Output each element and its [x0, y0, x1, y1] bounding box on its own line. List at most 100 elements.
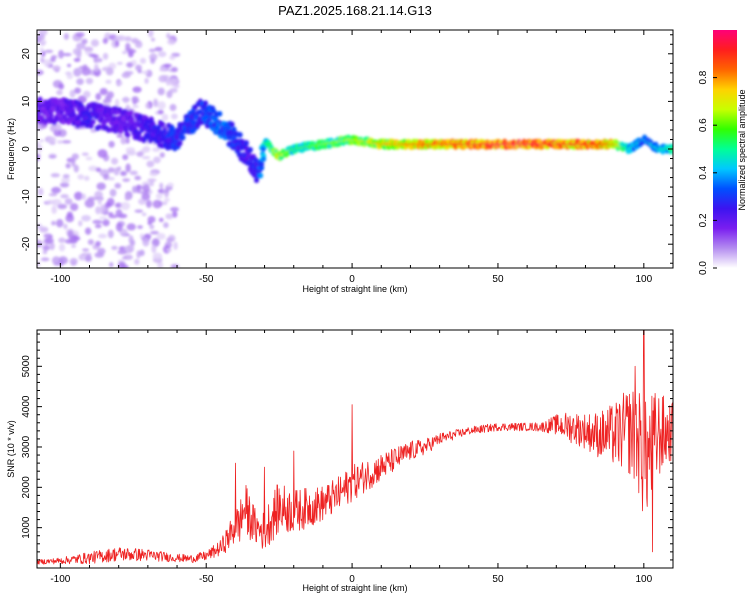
spectrogram-noise-blob — [152, 199, 162, 209]
spectrogram-noise-blob — [146, 160, 155, 168]
spectrogram-noise-blob — [148, 48, 156, 53]
spectrogram-noise-blob — [73, 67, 82, 77]
spectrogram-y-tick-label: -10 — [21, 189, 32, 204]
spectrogram-ridge-blob — [121, 116, 127, 122]
spectrogram-noise-blob — [37, 187, 44, 196]
chart-title: PAZ1.2025.168.21.14.G13 — [278, 3, 432, 18]
spectrogram-noise-blob — [58, 49, 64, 59]
spectrogram-noise-blob — [97, 197, 102, 205]
spectrogram-noise-blob — [63, 223, 68, 230]
spectrogram-noise-blob — [58, 256, 68, 265]
spectrogram-noise-blob — [125, 163, 131, 173]
spectrogram-noise-blob — [61, 177, 71, 184]
spectrogram-noise-blob — [49, 242, 55, 251]
spectrogram-noise-blob — [120, 170, 127, 177]
spectrogram-noise-blob — [85, 77, 94, 85]
spectrogram-y-axis: -20 -10 0 10 20 — [21, 34, 673, 264]
spectrogram-noise-blob — [37, 239, 43, 248]
snr-x-axis-label: Height of straight line (km) — [302, 583, 407, 593]
spectrogram-noise-blob — [155, 193, 163, 200]
spectrogram-noise-blob — [169, 103, 177, 112]
spectrogram-noise-blob — [139, 249, 145, 257]
snr-x-tick-label: -50 — [199, 574, 214, 585]
spectrogram-noise-blob — [107, 212, 114, 216]
spectrogram-noise-blob — [126, 150, 137, 156]
spectrogram-ridge-blob — [243, 140, 249, 147]
spectrogram-noise-blob — [48, 155, 57, 159]
spectrogram-noise-blob — [115, 222, 123, 232]
spectrogram-noise-blob — [53, 129, 62, 137]
spectrogram-noise-blob — [141, 156, 151, 160]
spectrogram-noise-blob — [98, 216, 108, 220]
spectrogram-noise-blob — [142, 184, 150, 193]
spectrogram-noise-blob — [37, 144, 43, 153]
snr-panel: -100 -50 0 50 100 1000 2000 3000 4000 5000 Heigh… — [6, 329, 674, 593]
spectrogram-noise-blob — [39, 47, 45, 53]
spectrogram-noise-blob — [51, 220, 56, 226]
spectrogram-noise-blob — [56, 219, 64, 228]
spectrogram-noise-blob — [63, 33, 69, 40]
spectrogram-noise-blob — [57, 203, 68, 210]
spectrogram-ridge-blob — [247, 146, 253, 153]
spectrogram-noise-blob — [117, 249, 128, 255]
snr-y-tick-label: 3000 — [21, 435, 32, 458]
spectrogram-noise-blob — [103, 173, 110, 180]
spectrogram-noise-blob — [74, 87, 81, 94]
spectrogram-ridge-blob — [261, 156, 267, 162]
snr-y-tick-label: 5000 — [21, 355, 32, 378]
spectrogram-noise-blob — [152, 252, 163, 261]
spectrogram-noise-blob — [78, 65, 88, 70]
spectrogram-noise-blob — [105, 79, 112, 84]
snr-y-tick-label: 2000 — [21, 476, 32, 499]
spectrogram-noise-blob — [44, 49, 54, 53]
spectrogram-noise-blob — [90, 39, 100, 47]
spectrogram-noise-blob — [163, 222, 169, 229]
spectrogram-noise-blob — [83, 46, 94, 53]
spectrogram-noise-blob — [142, 237, 150, 247]
spectrogram-ridge-blob — [231, 126, 237, 133]
spectrogram-noise-blob — [124, 196, 131, 201]
spectrogram-noise-blob — [47, 136, 57, 143]
spectrogram-noise-blob — [158, 217, 164, 223]
spectrogram-noise-blob — [121, 50, 128, 55]
spectrogram-noise-blob — [37, 154, 41, 162]
spectrogram-ridge-blob — [197, 109, 203, 115]
spectrogram-noise-blob — [115, 209, 123, 218]
spectrogram-noise-blob — [141, 212, 147, 217]
spectrogram-x-tick-label: -50 — [199, 274, 214, 285]
spectrogram-area — [37, 30, 673, 268]
spectrogram-noise-blob — [83, 90, 91, 98]
spectrogram-ridge-blob — [123, 126, 129, 133]
spectrogram-noise-blob — [134, 258, 140, 265]
spectrogram-noise-blob — [169, 206, 179, 212]
spectrogram-noise-blob — [107, 176, 115, 181]
spectrogram-noise-blob — [151, 37, 156, 42]
spectrogram-noise-blob — [145, 102, 150, 109]
snr-y-tick-label: 1000 — [21, 516, 32, 539]
spectrogram-noise-blob — [95, 93, 102, 101]
spectrogram-ridge-blob — [177, 140, 183, 147]
spectrogram-noise-blob — [114, 202, 123, 208]
spectrogram-noise-blob — [51, 256, 61, 265]
spectrogram-noise-blob — [135, 186, 141, 194]
spectrogram-noise-blob — [125, 137, 130, 144]
spectrogram-noise-blob — [125, 42, 131, 50]
spectrogram-noise-blob — [166, 248, 172, 252]
spectrogram-noise-blob — [157, 87, 165, 96]
spectrogram-ridge-blob — [37, 96, 43, 103]
spectrogram-noise-blob — [65, 163, 71, 169]
spectrogram-noise-blob — [161, 113, 169, 121]
spectrogram-ridge-blob — [192, 104, 198, 110]
spectrogram-noise-blob — [116, 134, 124, 138]
spectrogram-noise-blob — [58, 83, 65, 90]
spectrogram-noise-blob — [77, 220, 83, 227]
spectrogram-noise-blob — [69, 203, 79, 211]
spectrogram-noise-blob — [147, 30, 154, 38]
spectrogram-ridge-blob — [48, 112, 54, 119]
spectrogram-noise-blob — [49, 57, 56, 63]
spectrogram-noise-blob — [153, 156, 161, 164]
spectrogram-noise-blob — [168, 186, 173, 191]
spectrogram-ridge-blob — [84, 122, 90, 129]
spectrogram-ridge-blob — [144, 118, 150, 125]
spectrogram-noise-blob — [101, 67, 107, 71]
